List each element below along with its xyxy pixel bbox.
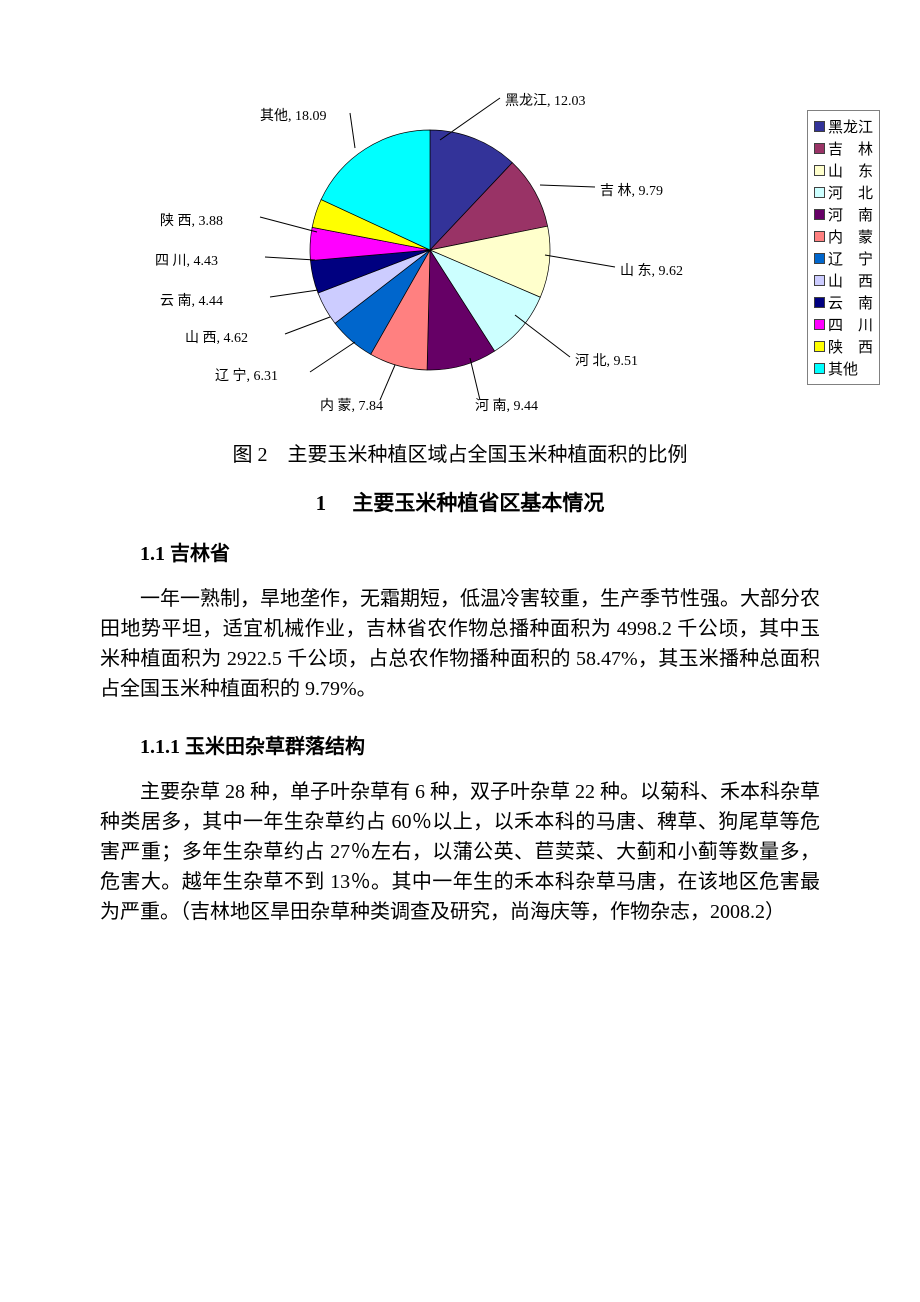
legend-item: 河 南 bbox=[814, 204, 873, 225]
legend-label: 河 北 bbox=[828, 182, 873, 203]
legend-swatch bbox=[814, 121, 825, 132]
legend-item: 山 西 bbox=[814, 270, 873, 291]
legend-item: 山 东 bbox=[814, 160, 873, 181]
p2-num-2: 6 bbox=[415, 781, 425, 803]
legend-item: 内 蒙 bbox=[814, 226, 873, 247]
slice-label: 云 南, 4.44 bbox=[160, 290, 223, 310]
p2-num-7: 2008.2 bbox=[710, 901, 765, 923]
legend-item: 其他 bbox=[814, 358, 873, 379]
section-1-title bbox=[331, 491, 352, 515]
p1-num-2: 2922.5 bbox=[227, 648, 282, 670]
legend-swatch bbox=[814, 187, 825, 198]
slice-label: 山 东, 9.62 bbox=[620, 260, 683, 280]
leader-line bbox=[545, 255, 615, 267]
p2-text-h: ） bbox=[765, 901, 785, 923]
paragraph-1: 一年一熟制，旱地垄作，无霜期短，低温冷害较重，生产季节性强。大部分农田地势平坦，… bbox=[100, 584, 820, 704]
leader-line bbox=[285, 317, 330, 334]
legend-swatch bbox=[814, 143, 825, 154]
p1-num-3: 58.47% bbox=[576, 648, 638, 670]
section-1-number: 1 bbox=[316, 491, 327, 515]
legend-swatch bbox=[814, 231, 825, 242]
p2-num-3: 22 bbox=[575, 781, 595, 803]
legend-label: 其他 bbox=[828, 358, 858, 379]
section-1-1-1-title: 玉米田杂草群落结构 bbox=[185, 736, 365, 758]
leader-line bbox=[470, 358, 480, 400]
paragraph-2: 主要杂草 28 种，单子叶杂草有 6 种，双子叶杂草 22 种。以菊科、禾本科杂… bbox=[100, 777, 820, 927]
legend-item: 云 南 bbox=[814, 292, 873, 313]
chart-legend: 黑龙江吉 林山 东河 北河 南内 蒙辽 宁山 西云 南四 川陕 西其他 bbox=[807, 110, 880, 385]
p2-text-c: 种，双子叶杂草 bbox=[425, 781, 575, 803]
p1-text-c: 千公顷，占总农作物播种面积的 bbox=[282, 648, 576, 670]
slice-label: 黑龙江, 12.03 bbox=[505, 90, 586, 110]
p2-text-b: 种，单子叶杂草有 bbox=[245, 781, 415, 803]
legend-label: 黑龙江 bbox=[828, 116, 873, 137]
legend-label: 陕 西 bbox=[828, 336, 873, 357]
p2-num-5: 27 bbox=[330, 841, 350, 863]
legend-item: 四 川 bbox=[814, 314, 873, 335]
legend-label: 云 南 bbox=[828, 292, 873, 313]
legend-item: 辽 宁 bbox=[814, 248, 873, 269]
legend-label: 吉 林 bbox=[828, 138, 873, 159]
legend-item: 吉 林 bbox=[814, 138, 873, 159]
section-1-1-number: 1.1 bbox=[140, 543, 165, 565]
leader-line bbox=[350, 113, 355, 148]
section-1-1-heading: 1.1 吉林省 bbox=[140, 537, 820, 566]
leader-line bbox=[270, 290, 318, 297]
legend-label: 内 蒙 bbox=[828, 226, 873, 247]
legend-swatch bbox=[814, 275, 825, 286]
slice-label: 陕 西, 3.88 bbox=[160, 210, 223, 230]
pie-chart-figure: 黑龙江吉 林山 东河 北河 南内 蒙辽 宁山 西云 南四 川陕 西其他 黑龙江,… bbox=[100, 80, 820, 420]
legend-item: 陕 西 bbox=[814, 336, 873, 357]
leader-line bbox=[260, 217, 317, 232]
legend-swatch bbox=[814, 165, 825, 176]
section-1-1-1-number: 1.1.1 bbox=[140, 736, 180, 758]
legend-swatch bbox=[814, 297, 825, 308]
p2-num-6: 13 bbox=[330, 871, 350, 893]
p1-num-1: 4998.2 bbox=[617, 618, 672, 640]
section-1-1-1-heading: 1.1.1 玉米田杂草群落结构 bbox=[140, 730, 820, 759]
slice-label: 吉 林, 9.79 bbox=[600, 180, 663, 200]
legend-label: 山 西 bbox=[828, 270, 873, 291]
legend-item: 河 北 bbox=[814, 182, 873, 203]
legend-label: 四 川 bbox=[828, 314, 873, 335]
slice-label: 山 西, 4.62 bbox=[185, 327, 248, 347]
p2-num-1: 28 bbox=[225, 781, 245, 803]
slice-label: 河 北, 9.51 bbox=[575, 350, 638, 370]
slice-label: 内 蒙, 7.84 bbox=[320, 395, 383, 415]
section-1-text: 主要玉米种植省区基本情况 bbox=[352, 491, 604, 515]
slice-label: 辽 宁, 6.31 bbox=[215, 365, 278, 385]
p2-num-4: 60 bbox=[391, 811, 411, 833]
legend-swatch bbox=[814, 363, 825, 374]
legend-swatch bbox=[814, 209, 825, 220]
slice-label: 河 南, 9.44 bbox=[475, 395, 538, 415]
section-1-1-title: 吉林省 bbox=[170, 543, 230, 565]
legend-item: 黑龙江 bbox=[814, 116, 873, 137]
p1-text-e: 。 bbox=[357, 678, 377, 700]
leader-line bbox=[265, 257, 315, 260]
legend-swatch bbox=[814, 341, 825, 352]
legend-label: 河 南 bbox=[828, 204, 873, 225]
p2-text-a: 主要杂草 bbox=[140, 781, 225, 803]
legend-swatch bbox=[814, 319, 825, 330]
legend-swatch bbox=[814, 253, 825, 264]
leader-line bbox=[515, 315, 570, 357]
figure-caption: 图 2 主要玉米种植区域占全国玉米种植面积的比例 bbox=[100, 438, 820, 467]
legend-label: 辽 宁 bbox=[828, 248, 873, 269]
leader-line bbox=[310, 342, 355, 372]
leader-line bbox=[540, 185, 595, 187]
legend-label: 山 东 bbox=[828, 160, 873, 181]
section-1-heading: 1 主要玉米种植省区基本情况 bbox=[100, 487, 820, 517]
slice-label: 其他, 18.09 bbox=[260, 105, 327, 125]
p1-num-4: 9.79% bbox=[305, 678, 357, 700]
slice-label: 四 川, 4.43 bbox=[155, 250, 218, 270]
leader-line bbox=[440, 98, 500, 140]
